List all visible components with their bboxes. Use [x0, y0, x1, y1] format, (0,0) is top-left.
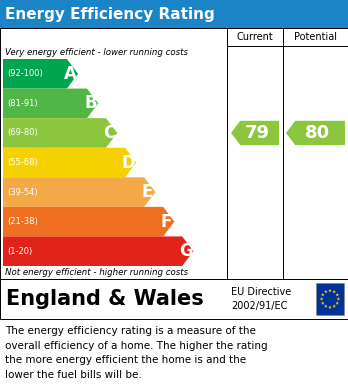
- Text: (39-54): (39-54): [7, 188, 38, 197]
- Text: (92-100): (92-100): [7, 69, 43, 78]
- Polygon shape: [3, 177, 155, 207]
- Text: (69-80): (69-80): [7, 128, 38, 137]
- Polygon shape: [3, 148, 136, 177]
- Text: The energy efficiency rating is a measure of the
overall efficiency of a home. T: The energy efficiency rating is a measur…: [5, 326, 268, 380]
- Polygon shape: [320, 297, 323, 301]
- Text: 2002/91/EC: 2002/91/EC: [231, 301, 287, 311]
- Text: EU Directive: EU Directive: [231, 287, 291, 297]
- Polygon shape: [3, 59, 78, 89]
- Text: C: C: [103, 124, 116, 142]
- Polygon shape: [324, 290, 327, 293]
- Polygon shape: [3, 237, 193, 266]
- Bar: [0, 279, 348, 319]
- Polygon shape: [335, 301, 339, 305]
- Polygon shape: [3, 207, 174, 237]
- Bar: [316, 283, 344, 315]
- Polygon shape: [3, 89, 98, 118]
- Polygon shape: [231, 121, 279, 145]
- Text: (21-38): (21-38): [7, 217, 38, 226]
- Polygon shape: [321, 293, 325, 296]
- Text: (1-20): (1-20): [7, 247, 32, 256]
- Polygon shape: [328, 305, 332, 309]
- Polygon shape: [332, 290, 336, 293]
- Polygon shape: [321, 301, 325, 305]
- Text: Not energy efficient - higher running costs: Not energy efficient - higher running co…: [5, 268, 188, 277]
- Text: Energy Efficiency Rating: Energy Efficiency Rating: [5, 7, 215, 22]
- Polygon shape: [332, 304, 336, 308]
- Polygon shape: [286, 121, 345, 145]
- Text: A: A: [64, 65, 77, 83]
- Text: B: B: [84, 94, 97, 112]
- Text: (55-68): (55-68): [7, 158, 38, 167]
- Text: F: F: [161, 213, 172, 231]
- Text: Potential: Potential: [294, 32, 337, 42]
- Text: E: E: [142, 183, 153, 201]
- Text: D: D: [121, 154, 135, 172]
- Text: England & Wales: England & Wales: [6, 289, 204, 309]
- Text: G: G: [179, 242, 192, 260]
- Polygon shape: [335, 293, 339, 296]
- Text: 80: 80: [305, 124, 330, 142]
- Text: (81-91): (81-91): [7, 99, 38, 108]
- Polygon shape: [328, 289, 332, 292]
- Bar: [0, 0, 348, 28]
- Text: Current: Current: [237, 32, 274, 42]
- Text: 79: 79: [245, 124, 270, 142]
- Polygon shape: [3, 118, 117, 148]
- Text: Very energy efficient - lower running costs: Very energy efficient - lower running co…: [5, 48, 188, 57]
- Bar: [0, 28, 348, 279]
- Polygon shape: [324, 304, 327, 308]
- Polygon shape: [337, 297, 340, 301]
